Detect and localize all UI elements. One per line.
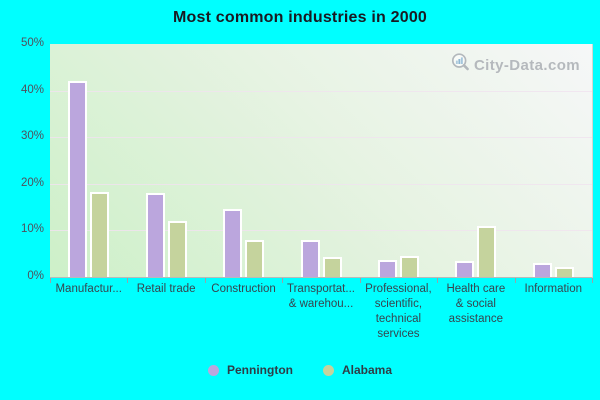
watermark-text: City-Data.com xyxy=(473,56,580,74)
bar-alabama-7 xyxy=(554,266,574,277)
bar-pennington-7 xyxy=(532,263,552,277)
x-axis-tick xyxy=(50,278,51,283)
x-axis-tick xyxy=(204,278,206,283)
x-axis-tick xyxy=(437,278,439,283)
legend: Pennington Alabama xyxy=(0,363,600,377)
bar-pennington-6 xyxy=(455,260,475,277)
gridline-30 xyxy=(50,137,592,139)
bar-alabama-4 xyxy=(322,257,342,277)
x-axis-category-label-6: Health care & social assistance xyxy=(446,283,506,325)
gridline-20 xyxy=(50,183,592,185)
watermark: City-Data.com xyxy=(450,52,580,78)
gridline-10 xyxy=(50,230,592,232)
x-axis-category-label-7: Information xyxy=(524,283,583,295)
y-axis-label-10: 10% xyxy=(20,223,44,236)
bar-pennington-4 xyxy=(300,239,320,277)
y-axis-label-0: 0% xyxy=(27,270,44,282)
y-axis-label-20: 20% xyxy=(20,176,44,189)
x-axis-tick xyxy=(514,278,516,283)
legend-label-alabama: Alabama xyxy=(341,363,393,377)
bar-alabama-3 xyxy=(245,239,265,277)
x-axis-category-label-4: Transportat... & warehou... xyxy=(287,283,355,310)
bar-pennington-5 xyxy=(377,260,397,277)
bar-alabama-5 xyxy=(399,256,419,277)
y-axis-label-40: 40% xyxy=(20,83,44,96)
bar-pennington-1 xyxy=(68,81,88,277)
y-axis-label-50: 50% xyxy=(20,37,44,49)
x-axis-tick xyxy=(359,278,361,283)
x-axis-category-label-3: Construction xyxy=(211,283,276,295)
magnifier-bar-chart-icon xyxy=(450,52,471,78)
bar-pennington-3 xyxy=(223,209,243,277)
y-axis-label-30: 30% xyxy=(20,130,44,143)
x-axis-tick xyxy=(282,278,284,283)
bar-alabama-1 xyxy=(90,191,110,277)
plot-area: City-Data.com xyxy=(50,44,593,278)
bar-alabama-2 xyxy=(167,221,187,277)
gridline-40 xyxy=(50,90,592,92)
legend-item-alabama: Alabama xyxy=(322,363,393,377)
bar-pennington-2 xyxy=(145,193,165,277)
legend-item-pennington: Pennington xyxy=(207,363,293,377)
x-axis-category-label-1: Manufactur... xyxy=(55,283,122,295)
x-axis-tick xyxy=(127,278,129,283)
x-axis-category-label-2: Retail trade xyxy=(136,283,196,295)
legend-swatch-alabama xyxy=(322,364,334,376)
legend-swatch-pennington xyxy=(207,364,219,376)
bar-alabama-6 xyxy=(477,225,497,277)
chart-title: Most common industries in 2000 xyxy=(172,9,428,26)
x-axis-category-label-5: Professional, scientific, technical serv… xyxy=(365,283,432,340)
legend-label-pennington: Pennington xyxy=(226,363,293,377)
x-axis-tick xyxy=(592,278,593,283)
